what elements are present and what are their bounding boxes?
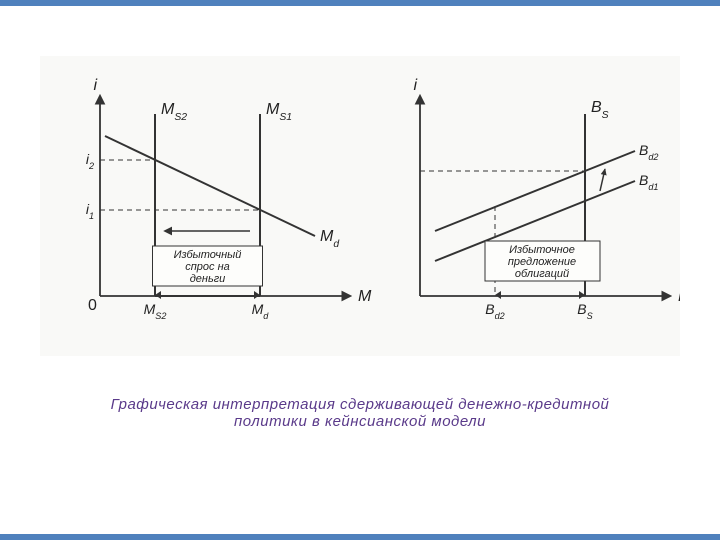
svg-text:спрос на: спрос на	[185, 261, 230, 273]
svg-text:BS: BS	[591, 99, 609, 121]
svg-text:0: 0	[88, 297, 97, 314]
slide: i M 0 MS2 MS2 MS1 Md Md i2 i1 Избыточныйспрос наде…	[0, 0, 720, 540]
svg-text:M: M	[358, 288, 372, 305]
svg-text:Избыточное: Избыточное	[509, 244, 575, 256]
economics-diagram: i M 0 MS2 MS2 MS1 Md Md i2 i1 Избыточныйспрос наде…	[40, 56, 680, 356]
svg-text:Bd2: Bd2	[485, 301, 504, 321]
svg-text:Избыточный: Избыточный	[174, 249, 242, 261]
svg-text:B: B	[678, 288, 680, 305]
caption-line-2: политики в кейнсианской модели	[234, 413, 486, 430]
svg-text:Bd1: Bd1	[639, 172, 658, 192]
svg-text:Md: Md	[320, 228, 340, 250]
svg-text:деньги: деньги	[190, 273, 226, 285]
figure-caption: Графическая интерпретация сдерживающей д…	[0, 396, 720, 430]
svg-text:i: i	[413, 77, 417, 94]
svg-text:i: i	[93, 77, 97, 94]
diagram-area: i M 0 MS2 MS2 MS1 Md Md i2 i1 Избыточныйспрос наде…	[40, 56, 680, 356]
svg-text:MS1: MS1	[266, 101, 292, 123]
svg-text:предложение: предложение	[508, 256, 576, 268]
svg-text:BS: BS	[577, 301, 592, 321]
svg-text:Bd2: Bd2	[639, 142, 658, 162]
svg-text:облигаций: облигаций	[515, 268, 569, 280]
svg-text:i2: i2	[86, 151, 94, 171]
svg-text:i1: i1	[86, 201, 94, 221]
caption-line-1: Графическая интерпретация сдерживающей д…	[111, 396, 610, 413]
svg-text:Md: Md	[252, 301, 270, 321]
svg-text:MS2: MS2	[144, 301, 167, 321]
svg-text:MS2: MS2	[161, 101, 187, 123]
